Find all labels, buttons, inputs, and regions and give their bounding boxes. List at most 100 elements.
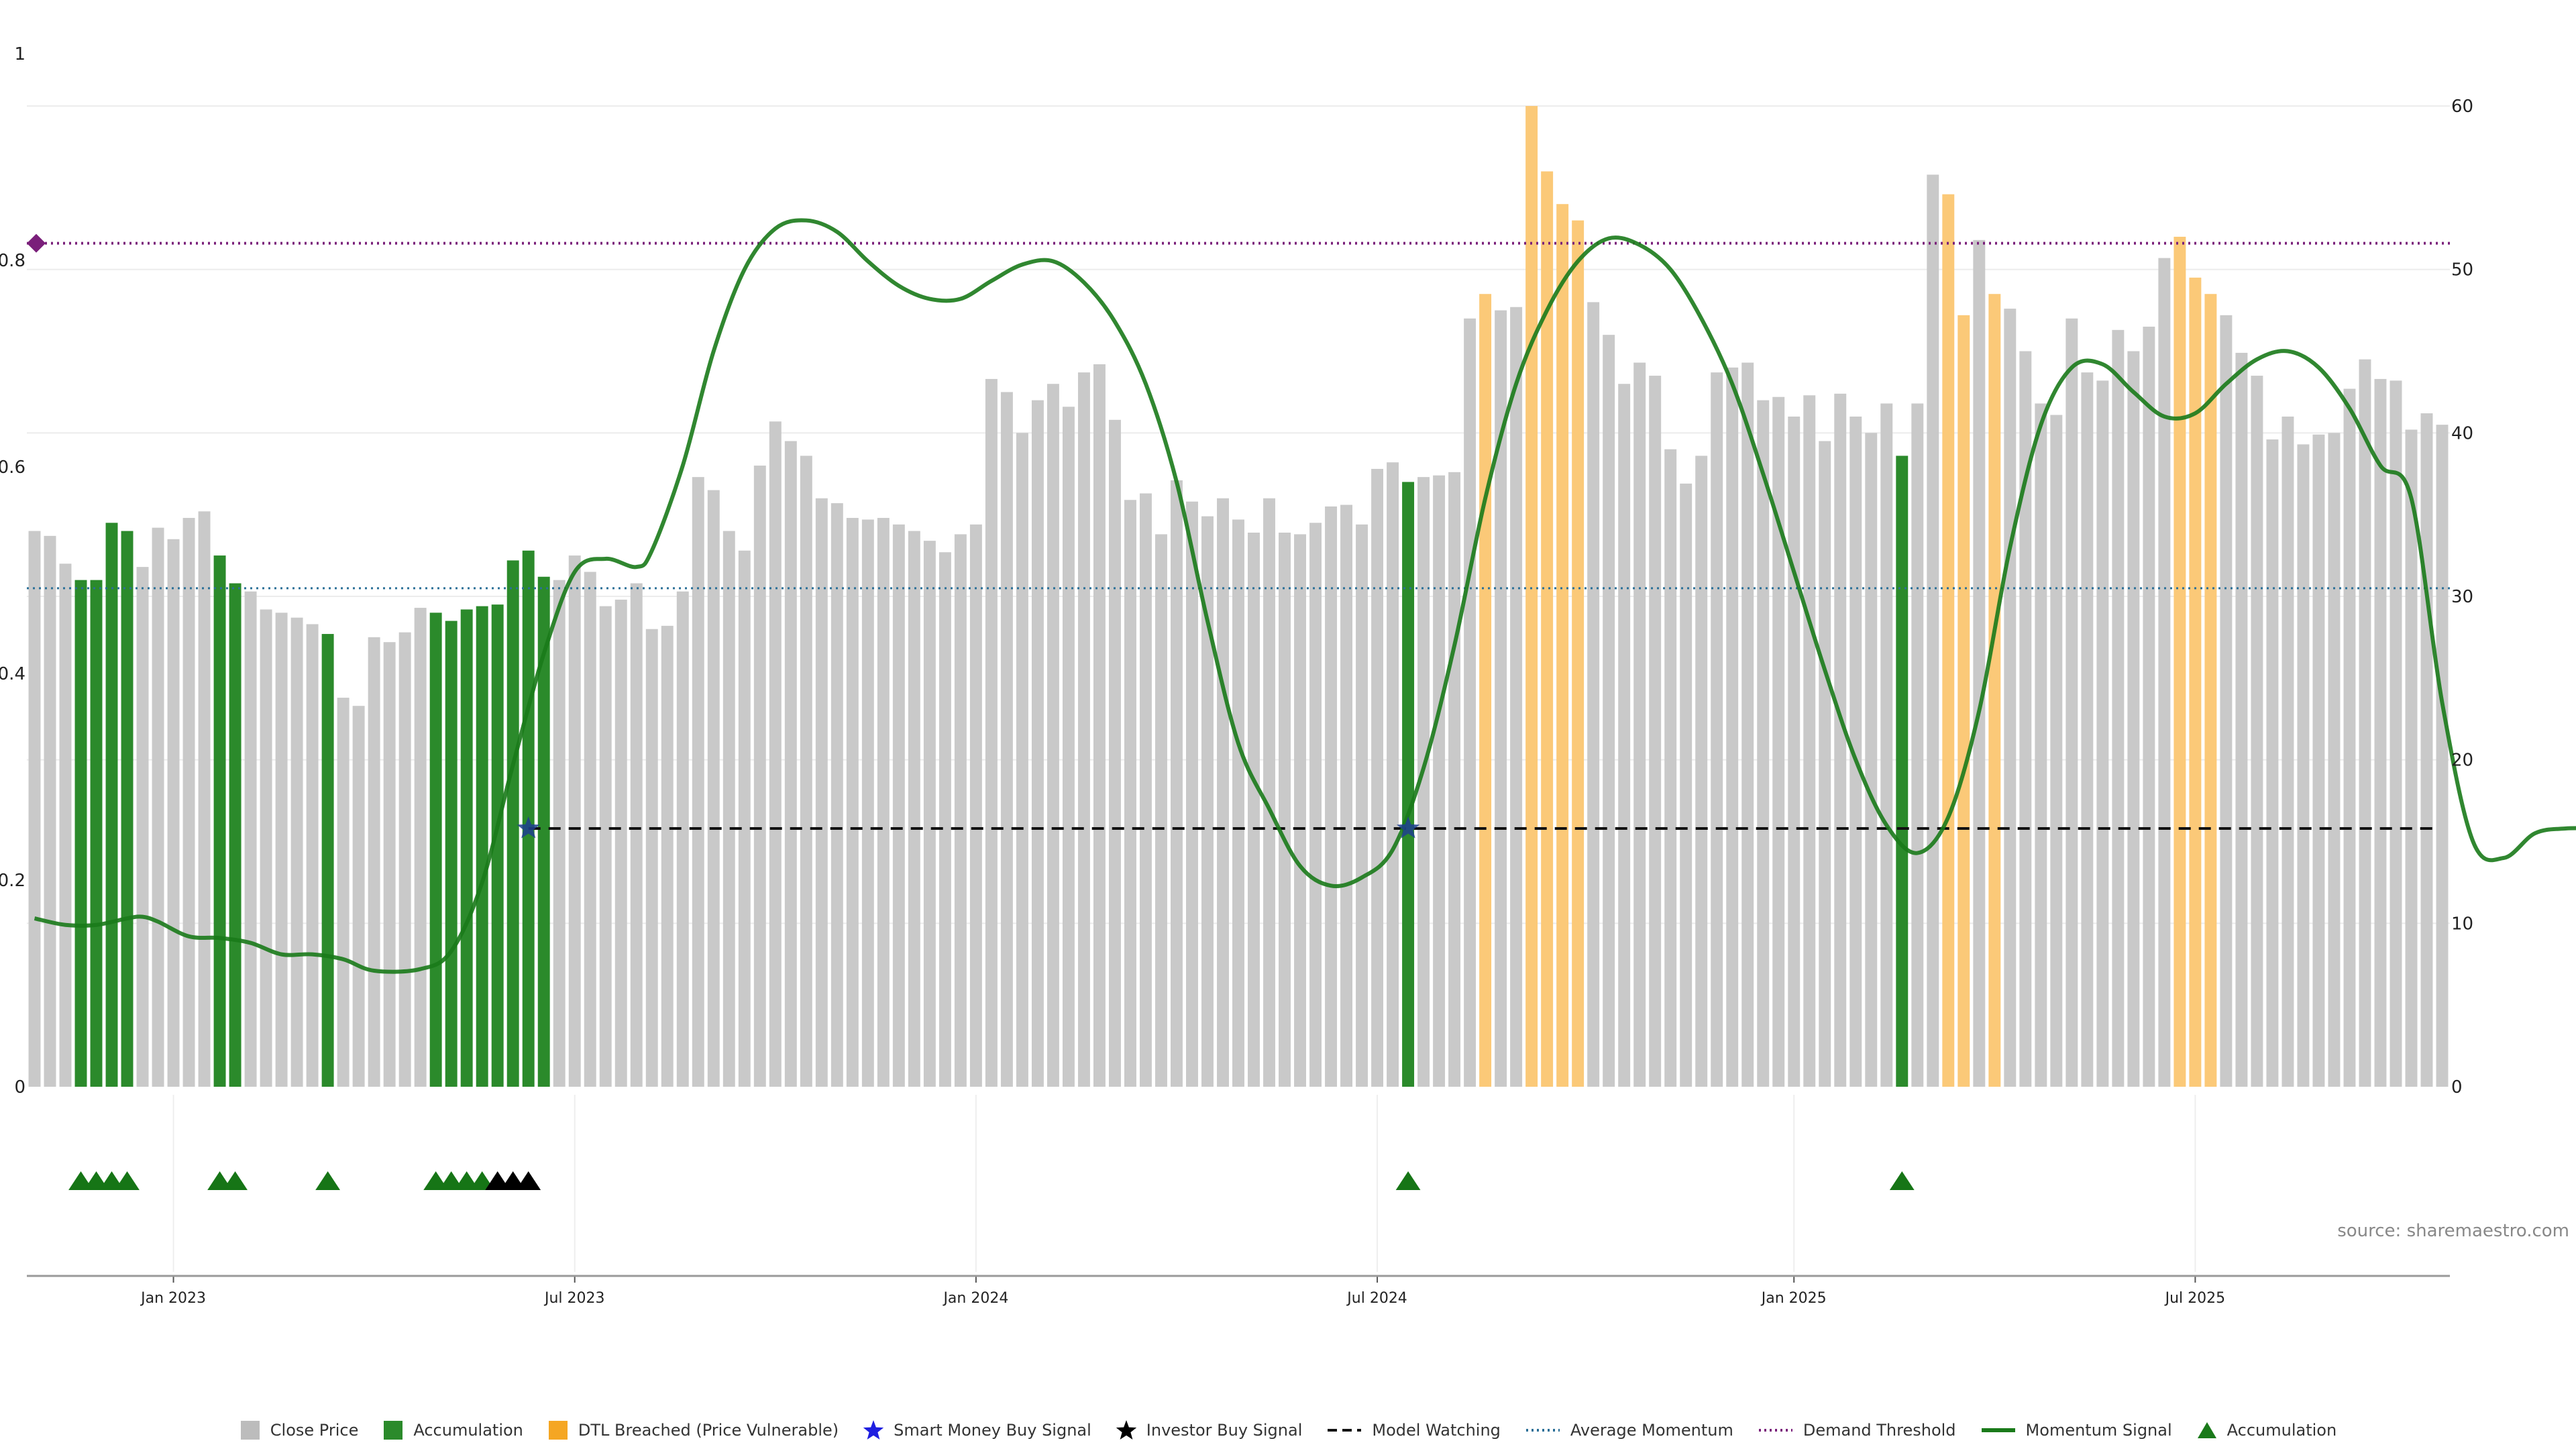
right-axis-tick: 30	[2451, 587, 2473, 607]
close-price-bar	[1279, 532, 1291, 1087]
accumulation-triangle	[470, 1171, 495, 1190]
smart-money-buy-star	[1397, 816, 1420, 839]
close-price-bar	[1309, 523, 1322, 1087]
left-axis-tick: 0	[14, 1077, 25, 1097]
accumulation-bar	[229, 583, 241, 1087]
accumulation-bar	[321, 634, 334, 1087]
close-price-bar	[877, 518, 890, 1087]
legend-swatch	[1758, 1429, 1792, 1432]
close-price-bar	[2050, 415, 2063, 1087]
legend-item: Model Watching	[1326, 1419, 1501, 1441]
close-price-bar	[28, 531, 41, 1087]
close-price-bar	[568, 555, 581, 1087]
close-price-bar	[923, 541, 936, 1087]
close-price-bar	[815, 498, 828, 1087]
close-price-bar	[630, 583, 643, 1087]
close-price-bar	[861, 519, 874, 1087]
close-price-bar	[2436, 425, 2449, 1087]
close-price-bar	[1448, 472, 1461, 1087]
close-price-bar	[1726, 367, 1739, 1087]
close-price-bar	[2065, 318, 2078, 1087]
close-price-bar	[938, 552, 951, 1087]
close-price-bar	[2035, 403, 2047, 1087]
legend-label: Model Watching	[1372, 1421, 1501, 1440]
x-axis-tick: Jul 2025	[2164, 1290, 2226, 1307]
legend-label: Accumulation	[2226, 1421, 2337, 1440]
close-price-bar	[1031, 400, 1044, 1087]
close-price-bar	[1633, 362, 1646, 1087]
close-price-bar	[1171, 480, 1183, 1087]
axes: 0 10 20 30 40 50 60 0 0.2 0.4 0.6 0.8 1 Jan 2023 Jul 2…	[0, 44, 2473, 1307]
price-bars	[28, 106, 2449, 1087]
legend-swatch	[384, 1421, 403, 1440]
left-axis-tick: 0.8	[0, 251, 25, 271]
dtl-bar	[2204, 294, 2217, 1087]
close-price-bar	[1865, 433, 1878, 1087]
close-price-bar	[1093, 364, 1106, 1087]
momentum-signal-line	[34, 218, 2576, 974]
left-axis-tick: 0.4	[0, 664, 25, 684]
close-price-bar	[846, 518, 859, 1087]
accumulation-triangle	[84, 1171, 109, 1190]
close-price-bar	[182, 518, 195, 1087]
demand-threshold-marker	[27, 233, 46, 253]
legend-swatch	[863, 1420, 884, 1440]
close-price-bar	[1340, 504, 1353, 1087]
dtl-bar	[1988, 294, 2001, 1087]
close-price-bar	[2112, 329, 2125, 1087]
close-price-bar	[1387, 462, 1399, 1087]
close-price-bar	[398, 632, 411, 1087]
legend-swatch	[1116, 1420, 1136, 1440]
close-price-bar	[1911, 403, 1924, 1087]
left-axis-tick: 0.2	[0, 871, 25, 891]
accumulation-bar	[1402, 482, 1415, 1087]
legend-item: Momentum Signal	[1980, 1419, 2172, 1441]
dtl-bar	[1957, 315, 1970, 1087]
dtl-bar	[1479, 294, 1492, 1087]
accumulation-triangle	[207, 1171, 232, 1190]
investor-buy-triangle	[516, 1171, 541, 1190]
close-price-bar	[2251, 376, 2263, 1087]
close-price-bar	[1371, 468, 1384, 1087]
close-price-bar	[1263, 498, 1275, 1087]
close-price-bar	[2081, 372, 2094, 1087]
x-axis-tick: Jul 2023	[543, 1290, 605, 1307]
close-price-bar	[985, 378, 998, 1087]
right-axis-tick: 60	[2451, 97, 2473, 117]
close-price-bar	[306, 624, 319, 1087]
close-price-bar	[1788, 416, 1801, 1087]
legend-item: Accumulation	[2196, 1419, 2337, 1441]
close-price-bar	[2359, 359, 2371, 1087]
accumulation-triangle	[423, 1171, 449, 1190]
close-price-bar	[1510, 307, 1523, 1087]
accumulation-bar	[213, 555, 226, 1087]
legend-item: Demand Threshold	[1758, 1419, 1956, 1441]
legend-label: Demand Threshold	[1803, 1421, 1956, 1440]
close-price-bar	[1201, 516, 1214, 1087]
close-price-bar	[275, 612, 288, 1087]
close-price-bar	[368, 637, 380, 1087]
accumulation-bar	[90, 580, 103, 1087]
close-price-bar	[1016, 433, 1028, 1087]
dtl-bar	[1572, 220, 1585, 1087]
accumulation-triangle	[454, 1171, 480, 1190]
right-axis-tick: 0	[2451, 1077, 2463, 1097]
accumulation-bar	[491, 604, 504, 1087]
close-price-bar	[59, 564, 72, 1087]
close-price-bar	[1495, 310, 1507, 1087]
source-label: source: sharemaestro.com	[2337, 1221, 2569, 1241]
chart-canvas: 0 10 20 30 40 50 60 0 0.2 0.4 0.6 0.8 1 Jan 2023 Jul 2…	[0, 44, 2576, 1307]
close-price-bar	[2096, 380, 2109, 1087]
legend-swatch	[1981, 1428, 2015, 1432]
close-price-bar	[244, 591, 257, 1087]
left-axis-tick: 1	[14, 44, 25, 64]
right-axis-tick: 20	[2451, 751, 2473, 771]
accumulation-triangle	[1889, 1171, 1915, 1190]
legend-item: Smart Money Buy Signal	[863, 1419, 1091, 1441]
dtl-bar	[1541, 171, 1554, 1087]
close-price-bar	[2405, 429, 2418, 1087]
close-price-bar	[1294, 534, 1306, 1087]
close-price-bar	[2390, 380, 2402, 1087]
close-price-bar	[152, 527, 164, 1087]
x-axis-tick: Jan 2025	[1760, 1290, 1827, 1307]
